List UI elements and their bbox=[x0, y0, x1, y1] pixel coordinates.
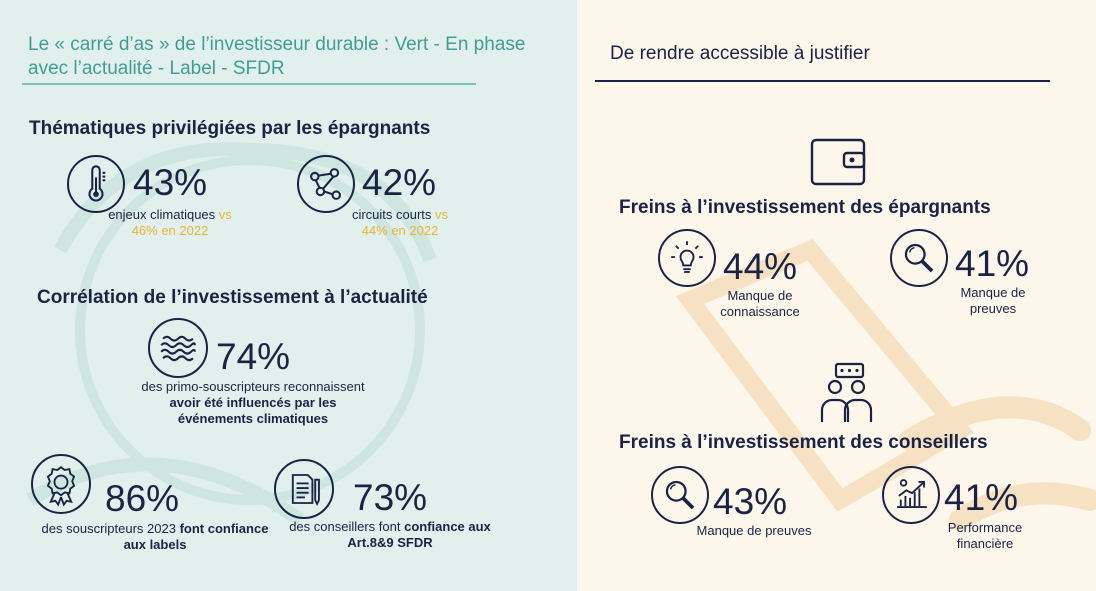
percent-performance-financiere: 41% bbox=[944, 477, 1019, 518]
section-heading-correlation: Corrélation de l’investissement à l’actu… bbox=[37, 287, 428, 308]
advisors-group-icon bbox=[820, 362, 873, 422]
waves-icon bbox=[148, 318, 208, 378]
caption-sfdr: des conseillers font confiance aux Art.8… bbox=[275, 519, 505, 551]
background-decoration bbox=[675, 239, 1096, 531]
section-heading-freins-epargnants: Freins à l’investissement des épargnants bbox=[619, 197, 991, 218]
caption-enjeux-climatiques: enjeux climatiques vs 46% en 2022 bbox=[90, 207, 250, 239]
growth-chart-icon bbox=[882, 466, 940, 524]
percent-circuits-courts: 42% bbox=[362, 162, 437, 203]
left-panel: Le « carré d’as » de l’investisseur dura… bbox=[0, 0, 577, 591]
caption-text: circuits courts bbox=[351, 207, 432, 222]
title-underline bbox=[595, 80, 1050, 82]
caption-text: des primo-souscripteurs reconnaissent bbox=[141, 379, 365, 394]
magnifier-icon bbox=[890, 229, 948, 287]
percent-manque-preuves-conseillers: 43% bbox=[713, 481, 788, 522]
left-title: Le « carré d’as » de l’investisseur dura… bbox=[28, 34, 526, 79]
caption-bold: avoir été influencés par les événements … bbox=[169, 395, 337, 426]
compare-vs: vs bbox=[218, 207, 232, 222]
title-underline bbox=[22, 83, 476, 85]
caption-labels: des souscripteurs 2023 font confiance au… bbox=[40, 521, 270, 553]
percent-labels: 86% bbox=[105, 478, 180, 519]
caption-performance-financiere: Performance financière bbox=[947, 520, 1023, 551]
section-heading-thematiques: Thématiques privilégiées par les épargna… bbox=[29, 118, 431, 139]
compare-value: 44% en 2022 bbox=[361, 223, 439, 238]
lightbulb-icon bbox=[658, 229, 716, 287]
caption-bold: confiance aux Art.8&9 SFDR bbox=[347, 519, 491, 550]
caption-manque-preuves-epargnants: Manque de preuves bbox=[960, 285, 1026, 316]
caption-bold: font confiance aux labels bbox=[123, 521, 269, 552]
percent-manque-preuves-epargnants: 41% bbox=[955, 243, 1030, 284]
document-pen-icon bbox=[274, 459, 334, 519]
caption-text: enjeux climatiques bbox=[108, 207, 216, 222]
caption-text: des souscripteurs 2023 bbox=[41, 521, 176, 536]
award-badge-icon bbox=[31, 454, 91, 514]
caption-manque-connaissance: Manque de connaissance bbox=[720, 288, 800, 319]
network-icon bbox=[297, 155, 355, 213]
percent-manque-connaissance: 44% bbox=[723, 246, 798, 287]
magnifier-icon bbox=[651, 466, 709, 524]
wallet-icon bbox=[810, 138, 866, 186]
right-title: De rendre accessible à justifier bbox=[610, 43, 870, 64]
section-heading-freins-conseillers: Freins à l’investissement des conseiller… bbox=[619, 432, 988, 453]
compare-vs: vs bbox=[435, 207, 449, 222]
caption-circuits-courts: circuits courts vs 44% en 2022 bbox=[330, 207, 470, 239]
caption-text: des conseillers font bbox=[289, 519, 401, 534]
panel-divider bbox=[577, 0, 580, 591]
compare-value: 46% en 2022 bbox=[131, 223, 209, 238]
thermometer-icon bbox=[67, 155, 125, 213]
caption-manque-preuves-conseillers: Manque de preuves bbox=[696, 523, 812, 538]
percent-enjeux-climatiques: 43% bbox=[133, 162, 208, 203]
right-panel: De rendre accessible à justifier Freins … bbox=[580, 0, 1096, 591]
caption-primo-souscripteurs: des primo-souscripteurs reconnaissent av… bbox=[123, 379, 383, 427]
percent-primo-souscripteurs: 74% bbox=[216, 336, 291, 377]
percent-sfdr: 73% bbox=[353, 477, 428, 518]
